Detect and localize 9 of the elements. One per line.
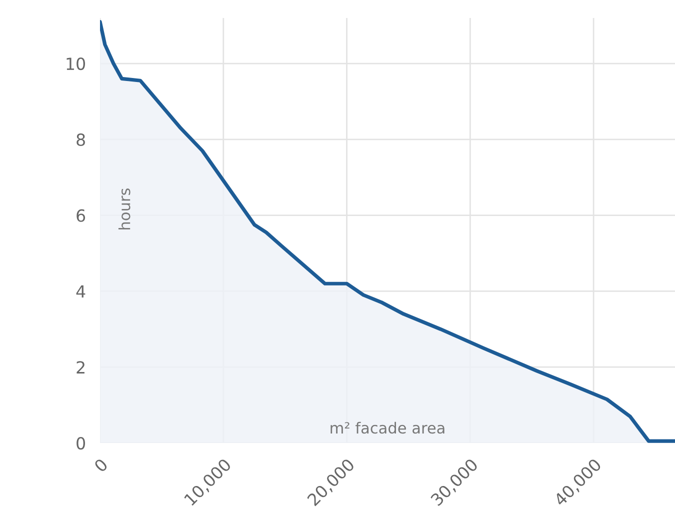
- y-tick-label: 2: [76, 361, 84, 374]
- y-tick-label: 10: [66, 58, 86, 70]
- y-tick-label: 8: [76, 133, 85, 146]
- y-axis-title: hours: [118, 188, 130, 230]
- y-tick-label: 6: [76, 209, 86, 222]
- y-tick-label: 4: [76, 285, 86, 298]
- x-axis-title: m² facade area: [330, 422, 444, 434]
- x-tick-label: 0: [93, 458, 108, 473]
- y-tick-label: 0: [76, 436, 86, 450]
